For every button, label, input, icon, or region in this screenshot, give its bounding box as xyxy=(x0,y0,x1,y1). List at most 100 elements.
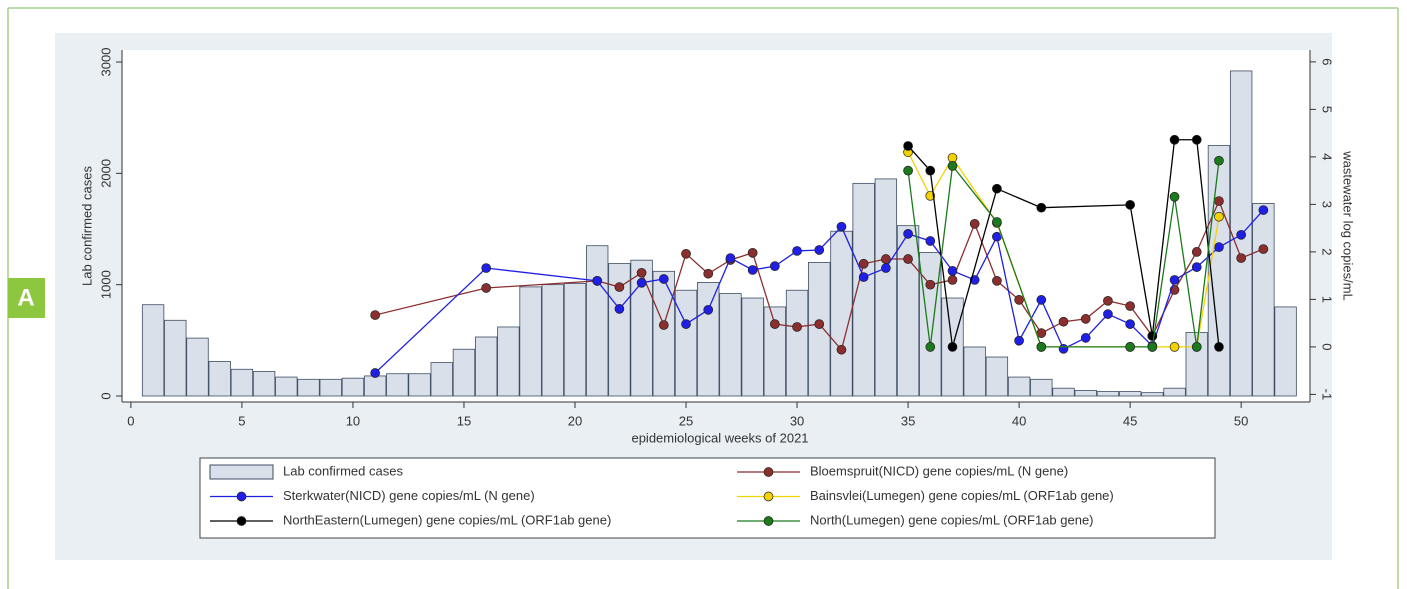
y-tick-label: 1000 xyxy=(98,270,113,299)
x-tick-label: 10 xyxy=(346,413,360,428)
bar xyxy=(1252,203,1275,397)
legend-marker xyxy=(236,516,247,526)
marker xyxy=(1214,155,1224,166)
marker xyxy=(1169,134,1180,145)
marker xyxy=(903,228,913,239)
x-tick-label: 15 xyxy=(457,413,471,428)
y2-axis-title: wastewater log copies/mL xyxy=(1341,150,1356,301)
marker xyxy=(636,277,647,288)
bar xyxy=(497,326,520,397)
marker xyxy=(592,276,603,286)
marker xyxy=(370,368,380,378)
marker xyxy=(792,246,802,256)
bar xyxy=(1052,387,1075,397)
marker xyxy=(636,267,647,278)
bar xyxy=(208,361,231,397)
y2-tick-label: 0 xyxy=(1320,343,1335,350)
bar xyxy=(230,368,254,397)
marker xyxy=(1125,301,1135,311)
x-tick-label: 35 xyxy=(901,413,915,428)
x-axis-title: epidemiological weeks of 2021 xyxy=(631,430,808,445)
bar xyxy=(808,262,831,397)
bar xyxy=(519,286,542,397)
marker xyxy=(925,165,936,176)
marker xyxy=(1214,196,1224,206)
y2-tick-label: 6 xyxy=(1320,58,1335,65)
bar xyxy=(652,270,675,397)
marker xyxy=(947,161,958,171)
marker xyxy=(1169,275,1180,285)
marker xyxy=(858,258,869,269)
bar xyxy=(1007,376,1031,397)
marker xyxy=(725,253,736,263)
marker xyxy=(903,165,913,176)
marker xyxy=(370,310,380,320)
marker xyxy=(1191,247,1202,257)
marker xyxy=(925,279,936,290)
x-tick-label: 50 xyxy=(1234,413,1248,428)
series-line xyxy=(907,160,1220,348)
bar xyxy=(785,289,809,397)
marker xyxy=(1191,134,1202,145)
marker xyxy=(747,247,758,258)
marker xyxy=(1036,202,1047,213)
bar xyxy=(275,376,298,397)
marker xyxy=(925,236,936,246)
marker xyxy=(792,322,802,332)
marker xyxy=(1236,253,1247,263)
marker xyxy=(1080,314,1091,324)
x-tick-label: 30 xyxy=(790,413,804,428)
marker xyxy=(1036,295,1047,305)
bar xyxy=(630,259,653,397)
marker xyxy=(1058,316,1069,327)
bar xyxy=(1096,391,1120,397)
panel-label: A xyxy=(17,284,34,311)
marker xyxy=(1125,200,1135,210)
legend-label: Sterkwater(NICD) gene copies/mL (N gene) xyxy=(283,488,535,503)
bar xyxy=(1163,387,1186,397)
marker xyxy=(1014,335,1024,346)
bar xyxy=(985,356,1009,397)
bar xyxy=(541,284,564,397)
marker xyxy=(947,275,958,285)
marker xyxy=(1214,342,1224,352)
marker xyxy=(947,266,958,276)
marker xyxy=(1191,262,1202,272)
legend-label: NorthEastern(Lumegen) gene copies/mL (OR… xyxy=(283,512,611,527)
marker xyxy=(1147,342,1158,352)
bar xyxy=(674,289,698,397)
bar xyxy=(475,336,498,397)
x-tick-label: 20 xyxy=(568,413,582,428)
marker xyxy=(1103,295,1113,306)
marker xyxy=(1147,331,1158,341)
x-tick-label: 0 xyxy=(127,413,134,428)
marker xyxy=(1103,309,1113,319)
y-tick-label: 2000 xyxy=(98,159,113,188)
marker xyxy=(681,248,691,259)
marker xyxy=(1214,211,1224,222)
bar xyxy=(1030,378,1053,397)
marker xyxy=(992,217,1002,227)
bar xyxy=(830,230,853,397)
bar xyxy=(963,346,986,397)
bar xyxy=(341,377,365,397)
legend-label: Bainsvlei(Lumegen) gene copies/mL (ORF1a… xyxy=(810,488,1114,503)
marker xyxy=(747,265,758,275)
y2-tick-label: -1 xyxy=(1320,389,1335,401)
legend-label: Bloemspruit(NICD) gene copies/mL (N gene… xyxy=(810,463,1068,478)
bar xyxy=(319,378,342,397)
bar xyxy=(386,373,409,397)
bar xyxy=(719,293,742,397)
x-tick-label: 25 xyxy=(679,413,693,428)
marker xyxy=(681,319,691,329)
marker xyxy=(703,304,714,315)
bar xyxy=(452,348,476,397)
legend-marker xyxy=(763,491,774,502)
marker xyxy=(925,342,936,352)
bar xyxy=(608,263,631,397)
bar xyxy=(408,373,431,397)
y-axis-title: Lab confirmed cases xyxy=(79,166,94,286)
marker xyxy=(658,274,669,284)
y2-tick-label: 1 xyxy=(1320,296,1335,303)
